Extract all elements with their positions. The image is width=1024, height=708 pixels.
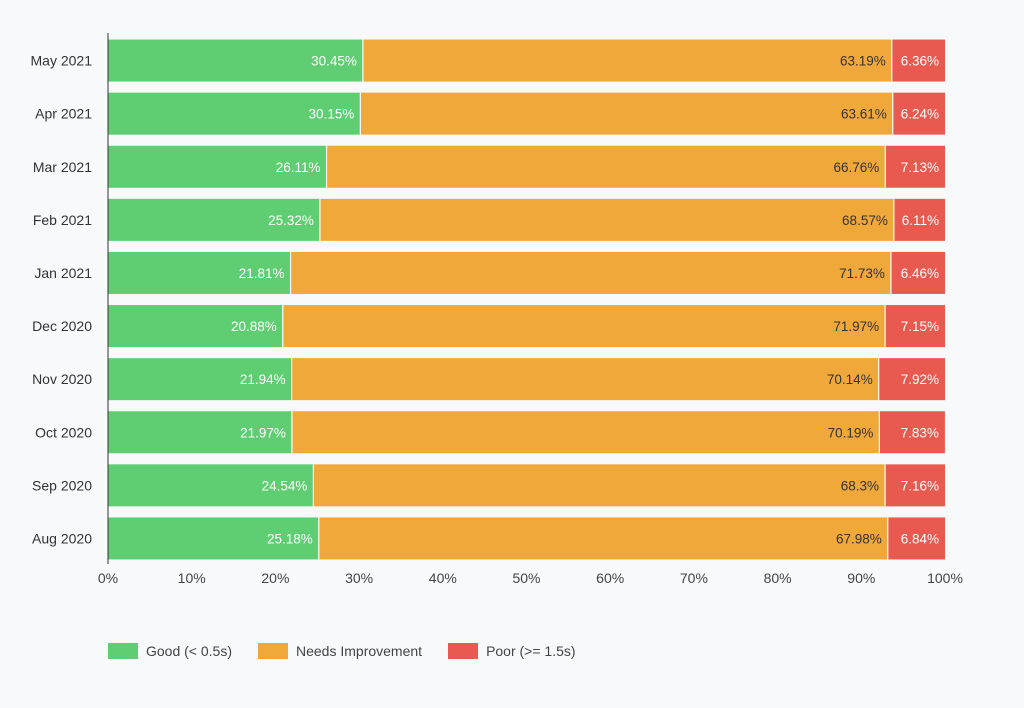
data-label-poor-jan-2021: 6.46% — [901, 266, 939, 281]
data-label-poor-nov-2020: 7.92% — [901, 372, 939, 387]
x-tick-label-0: 0% — [98, 570, 118, 586]
bar-segment-poor-mar-2021[interactable] — [885, 145, 945, 188]
category-label-may-2021: May 2021 — [31, 53, 93, 69]
data-label-poor-feb-2021: 6.11% — [902, 213, 939, 228]
data-label-good-mar-2021: 26.11% — [276, 160, 321, 175]
data-label-good-oct-2020: 21.97% — [240, 425, 286, 440]
category-label-feb-2021: Feb 2021 — [33, 212, 92, 228]
data-label-needs-improvement-oct-2020: 70.19% — [828, 425, 874, 440]
data-label-good-dec-2020: 20.88% — [231, 319, 277, 334]
data-label-needs-improvement-feb-2021: 68.57% — [842, 213, 888, 228]
bar-segment-poor-sep-2020[interactable] — [885, 464, 945, 507]
bar-segment-needs-improvement-aug-2020[interactable] — [318, 517, 888, 560]
data-label-poor-oct-2020: 7.83% — [901, 425, 939, 440]
legend-item-poor[interactable]: Poor (>= 1.5s) — [448, 643, 576, 659]
bar-segment-good-nov-2020[interactable] — [108, 358, 292, 401]
data-label-needs-improvement-mar-2021: 66.76% — [834, 160, 880, 175]
bar-segment-poor-apr-2021[interactable] — [892, 92, 945, 135]
data-label-good-feb-2021: 25.32% — [268, 213, 314, 228]
bar-segment-good-apr-2021[interactable] — [108, 92, 361, 135]
bar-segment-needs-improvement-oct-2020[interactable] — [291, 411, 880, 454]
data-label-needs-improvement-may-2021: 63.19% — [840, 54, 886, 69]
x-tick-label-20: 20% — [261, 570, 289, 586]
bar-segment-good-jan-2021[interactable] — [108, 251, 291, 294]
legend-label-poor: Poor (>= 1.5s) — [486, 643, 576, 659]
data-label-good-apr-2021: 30.15% — [309, 107, 355, 122]
category-label-aug-2020: Aug 2020 — [32, 530, 92, 546]
x-tick-label-100: 100% — [927, 570, 963, 586]
data-label-good-aug-2020: 25.18% — [267, 531, 313, 546]
legend-item-good[interactable]: Good (< 0.5s) — [108, 643, 232, 659]
legend-swatch-poor — [448, 643, 479, 659]
bar-segment-needs-improvement-feb-2021[interactable] — [319, 198, 894, 241]
legend-label-good: Good (< 0.5s) — [146, 643, 232, 659]
data-label-good-nov-2020: 21.94% — [240, 372, 286, 387]
bar-segment-poor-dec-2020[interactable] — [885, 305, 945, 348]
data-label-poor-mar-2021: 7.13% — [901, 160, 939, 175]
x-tick-label-70: 70% — [680, 570, 708, 586]
category-label-apr-2021: Apr 2021 — [35, 106, 92, 122]
bar-segment-needs-improvement-nov-2020[interactable] — [291, 358, 879, 401]
bar-segment-poor-aug-2020[interactable] — [887, 517, 945, 560]
category-label-mar-2021: Mar 2021 — [33, 159, 92, 175]
data-label-good-jan-2021: 21.81% — [239, 266, 285, 281]
x-tick-label-30: 30% — [345, 570, 373, 586]
bar-segment-good-sep-2020[interactable] — [108, 464, 314, 507]
data-label-needs-improvement-dec-2020: 71.97% — [833, 319, 879, 334]
bar-segment-good-may-2021[interactable] — [108, 39, 363, 82]
data-label-needs-improvement-sep-2020: 68.3% — [841, 478, 879, 493]
chart-legend: Good (< 0.5s) Needs Improvement Poor (>=… — [108, 641, 576, 661]
bar-segment-good-dec-2020[interactable] — [108, 305, 283, 348]
data-label-good-sep-2020: 24.54% — [262, 478, 308, 493]
legend-item-needs-improvement[interactable]: Needs Improvement — [258, 643, 422, 659]
bar-segment-poor-may-2021[interactable] — [891, 39, 945, 82]
bar-segment-needs-improvement-dec-2020[interactable] — [282, 305, 886, 348]
bar-segment-needs-improvement-may-2021[interactable] — [362, 39, 892, 82]
data-label-needs-improvement-nov-2020: 70.14% — [827, 372, 873, 387]
bar-segment-needs-improvement-sep-2020[interactable] — [313, 464, 886, 507]
legend-label-needs-improvement: Needs Improvement — [296, 643, 423, 659]
data-label-poor-aug-2020: 6.84% — [901, 531, 939, 546]
data-label-poor-sep-2020: 7.16% — [901, 478, 939, 493]
x-tick-label-40: 40% — [429, 570, 457, 586]
legend-swatch-needs-improvement — [258, 643, 288, 659]
bar-segment-needs-improvement-apr-2021[interactable] — [360, 92, 893, 135]
bar-segment-poor-feb-2021[interactable] — [893, 198, 945, 241]
category-label-dec-2020: Dec 2020 — [32, 318, 92, 334]
x-tick-label-50: 50% — [512, 570, 540, 586]
x-tick-label-10: 10% — [178, 570, 206, 586]
category-label-oct-2020: Oct 2020 — [35, 424, 92, 440]
bar-segment-good-aug-2020[interactable] — [108, 517, 319, 560]
bar-segment-good-mar-2021[interactable] — [108, 145, 327, 188]
bar-segment-needs-improvement-jan-2021[interactable] — [290, 251, 891, 294]
bar-segment-poor-jan-2021[interactable] — [890, 251, 945, 294]
data-label-poor-apr-2021: 6.24% — [901, 107, 939, 122]
category-label-nov-2020: Nov 2020 — [32, 371, 92, 387]
data-label-good-may-2021: 30.45% — [311, 54, 357, 69]
data-label-needs-improvement-apr-2021: 63.61% — [841, 107, 887, 122]
x-tick-label-80: 80% — [764, 570, 792, 586]
x-tick-label-90: 90% — [847, 570, 875, 586]
data-label-poor-may-2021: 6.36% — [901, 54, 939, 69]
bar-segment-poor-oct-2020[interactable] — [879, 411, 945, 454]
bar-segment-poor-nov-2020[interactable] — [878, 358, 945, 401]
bar-segment-needs-improvement-mar-2021[interactable] — [326, 145, 886, 188]
data-label-needs-improvement-jan-2021: 71.73% — [839, 266, 885, 281]
bar-segment-good-oct-2020[interactable] — [108, 411, 292, 454]
legend-swatch-good — [108, 643, 138, 659]
data-label-needs-improvement-aug-2020: 67.98% — [836, 531, 882, 546]
category-label-jan-2021: Jan 2021 — [34, 265, 92, 281]
x-tick-label-60: 60% — [596, 570, 624, 586]
category-label-sep-2020: Sep 2020 — [32, 477, 92, 493]
bar-segment-good-feb-2021[interactable] — [108, 198, 320, 241]
data-label-poor-dec-2020: 7.15% — [901, 319, 939, 334]
